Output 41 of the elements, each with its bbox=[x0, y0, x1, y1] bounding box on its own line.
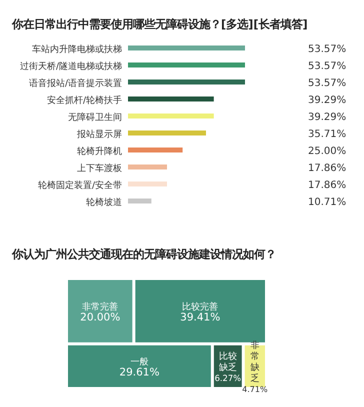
data-label: 39.41% bbox=[180, 312, 220, 324]
data-label: 6.27% bbox=[214, 373, 242, 384]
data-label: 39.29% bbox=[308, 95, 346, 106]
bar bbox=[128, 130, 206, 136]
y-tick-label: 轮椅坡道 bbox=[86, 197, 122, 208]
bar bbox=[128, 182, 168, 186]
bar bbox=[128, 164, 168, 170]
y-tick-label: 车站内升降电梯或扶梯 bbox=[32, 44, 122, 55]
bar bbox=[128, 114, 214, 118]
y-tick-label: 过街天桥/隧道电梯或扶梯 bbox=[20, 61, 122, 72]
bar bbox=[128, 62, 245, 68]
data-label: 29.61% bbox=[119, 366, 160, 379]
y-tick-label: 安全抓杆/轮椅扶手 bbox=[46, 95, 122, 106]
data-label: 4.71% bbox=[242, 385, 268, 394]
category-label: 比较缺乏 bbox=[218, 351, 237, 374]
category-label: 比较完善 bbox=[182, 302, 218, 313]
data-label: 53.57% bbox=[308, 61, 346, 72]
category-label: 一般 bbox=[130, 356, 148, 368]
y-tick-label: 语音报站/语音提示装置 bbox=[28, 78, 122, 89]
data-label: 10.71% bbox=[308, 197, 346, 208]
text: 你认为广州公共交通现在的无障碍设施建设情况如何？ bbox=[11, 248, 276, 261]
data-label: 17.86% bbox=[308, 163, 346, 174]
data-label: 17.86% bbox=[308, 180, 346, 191]
y-tick-label: 无障碍卫生间 bbox=[68, 112, 122, 123]
data-label: 53.57% bbox=[308, 44, 346, 55]
chart-title: 你在日常出行中需要使用哪些无障碍设施？[多选][长者填答] bbox=[11, 18, 308, 31]
data-label: 53.57% bbox=[308, 78, 346, 89]
bar bbox=[128, 80, 245, 84]
bar bbox=[128, 148, 183, 152]
data-label: 39.29% bbox=[308, 112, 346, 123]
bar bbox=[128, 46, 245, 50]
y-tick-label: 轮椅固定装置/安全带 bbox=[38, 180, 122, 191]
data-label: 35.71% bbox=[308, 129, 346, 140]
y-tick-label: 报站显示屏 bbox=[76, 129, 122, 140]
bar bbox=[128, 96, 214, 102]
category-label: 非常完善 bbox=[82, 302, 118, 313]
data-label: 25.00% bbox=[308, 146, 346, 157]
bar bbox=[128, 198, 152, 204]
y-tick-label: 轮椅升降机 bbox=[77, 146, 122, 157]
y-tick-label: 上下车渡板 bbox=[77, 163, 122, 174]
data-label: 20.00% bbox=[80, 312, 120, 324]
